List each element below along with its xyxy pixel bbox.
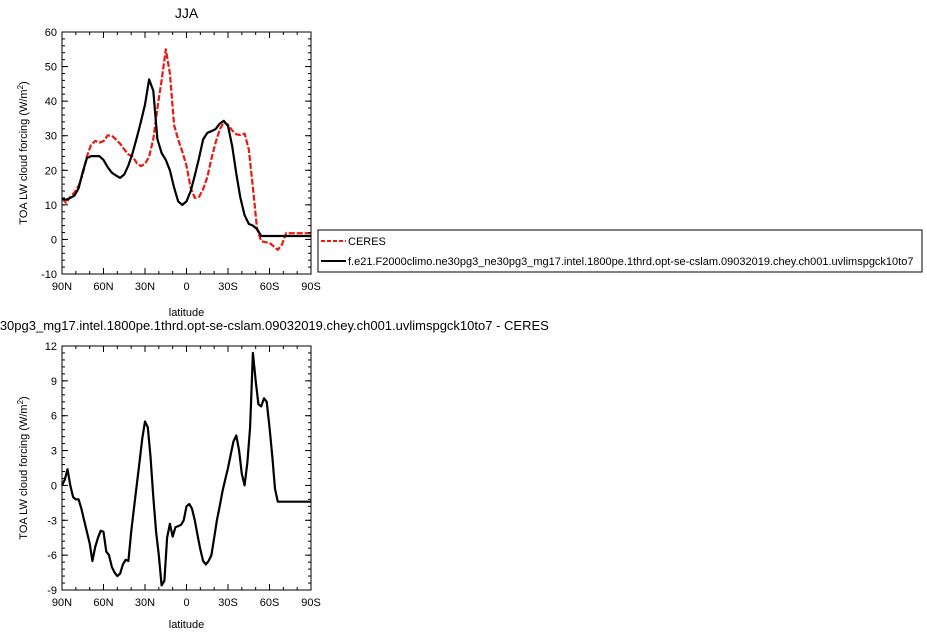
x-tick-label: 90N — [52, 281, 72, 293]
legend: CERES f.e21.F2000climo.ne30pg3_ne30pg3_mg… — [317, 229, 923, 273]
y-tick-label: -6 — [47, 550, 57, 562]
legend-label-2: f.e21.F2000climo.ne30pg3_ne30pg3_mg17.in… — [348, 256, 913, 268]
legend-label-1: CERES — [348, 236, 386, 248]
x-tick-label: 60S — [260, 597, 280, 609]
series-line-1 — [61, 48, 311, 251]
x-tick-label: 0 — [183, 597, 189, 609]
y-tick-label: 40 — [45, 96, 57, 108]
y-axis-label: TOA LW cloud forcing (W/m2) — [16, 81, 30, 224]
x-axis-label: latitude — [169, 619, 204, 631]
x-tick-label: 90N — [52, 597, 72, 609]
x-tick-label: 30S — [218, 597, 238, 609]
y-tick-label: 9 — [51, 376, 57, 388]
chart-title: JJA — [175, 5, 199, 21]
chart-panel-1: JJA -10 0 10 20 30 40 50 60 90N 60N 30N 0 30S 60S 90S la… — [16, 5, 923, 319]
chart-title: f.e21.F2000climo.ne30pg3_ne30pg3_mg17.in… — [0, 318, 549, 333]
y-tick-label: 6 — [51, 411, 57, 423]
y-tick-label: -9 — [47, 585, 57, 597]
x-tick-label: 60N — [93, 597, 113, 609]
x-tick-label: 30S — [218, 281, 238, 293]
y-axis-label: TOA LW cloud forcing (W/m2) — [16, 396, 30, 539]
x-tick-label: 30N — [135, 597, 155, 609]
y-tick-label: 60 — [45, 27, 57, 39]
x-axis-label: latitude — [169, 307, 204, 319]
series-line-2 — [61, 78, 311, 238]
y-tick-label: 3 — [51, 446, 57, 458]
y-tick-label: 12 — [45, 341, 57, 353]
y-tick-label: 30 — [45, 131, 57, 143]
y-tick-label: 0 — [51, 480, 57, 492]
legend-box — [317, 229, 923, 273]
y-tick-label: 0 — [51, 234, 57, 246]
y-tick-label: -3 — [47, 515, 57, 527]
x-tick-label: 90S — [301, 597, 321, 609]
chart-panel-2: f.e21.F2000climo.ne30pg3_ne30pg3_mg17.in… — [0, 318, 549, 631]
y-tick-label: 50 — [45, 62, 57, 74]
x-tick-label: 0 — [183, 281, 189, 293]
x-tick-label: 60S — [260, 281, 280, 293]
series-line-1 — [61, 351, 311, 587]
y-tick-label: 10 — [45, 200, 57, 212]
x-tick-label: 30N — [135, 281, 155, 293]
x-tick-label: 60N — [93, 281, 113, 293]
y-tick-label: -10 — [41, 269, 57, 281]
x-tick-label: 90S — [301, 281, 321, 293]
y-tick-label: 20 — [45, 165, 57, 177]
plot-frame — [61, 31, 312, 275]
